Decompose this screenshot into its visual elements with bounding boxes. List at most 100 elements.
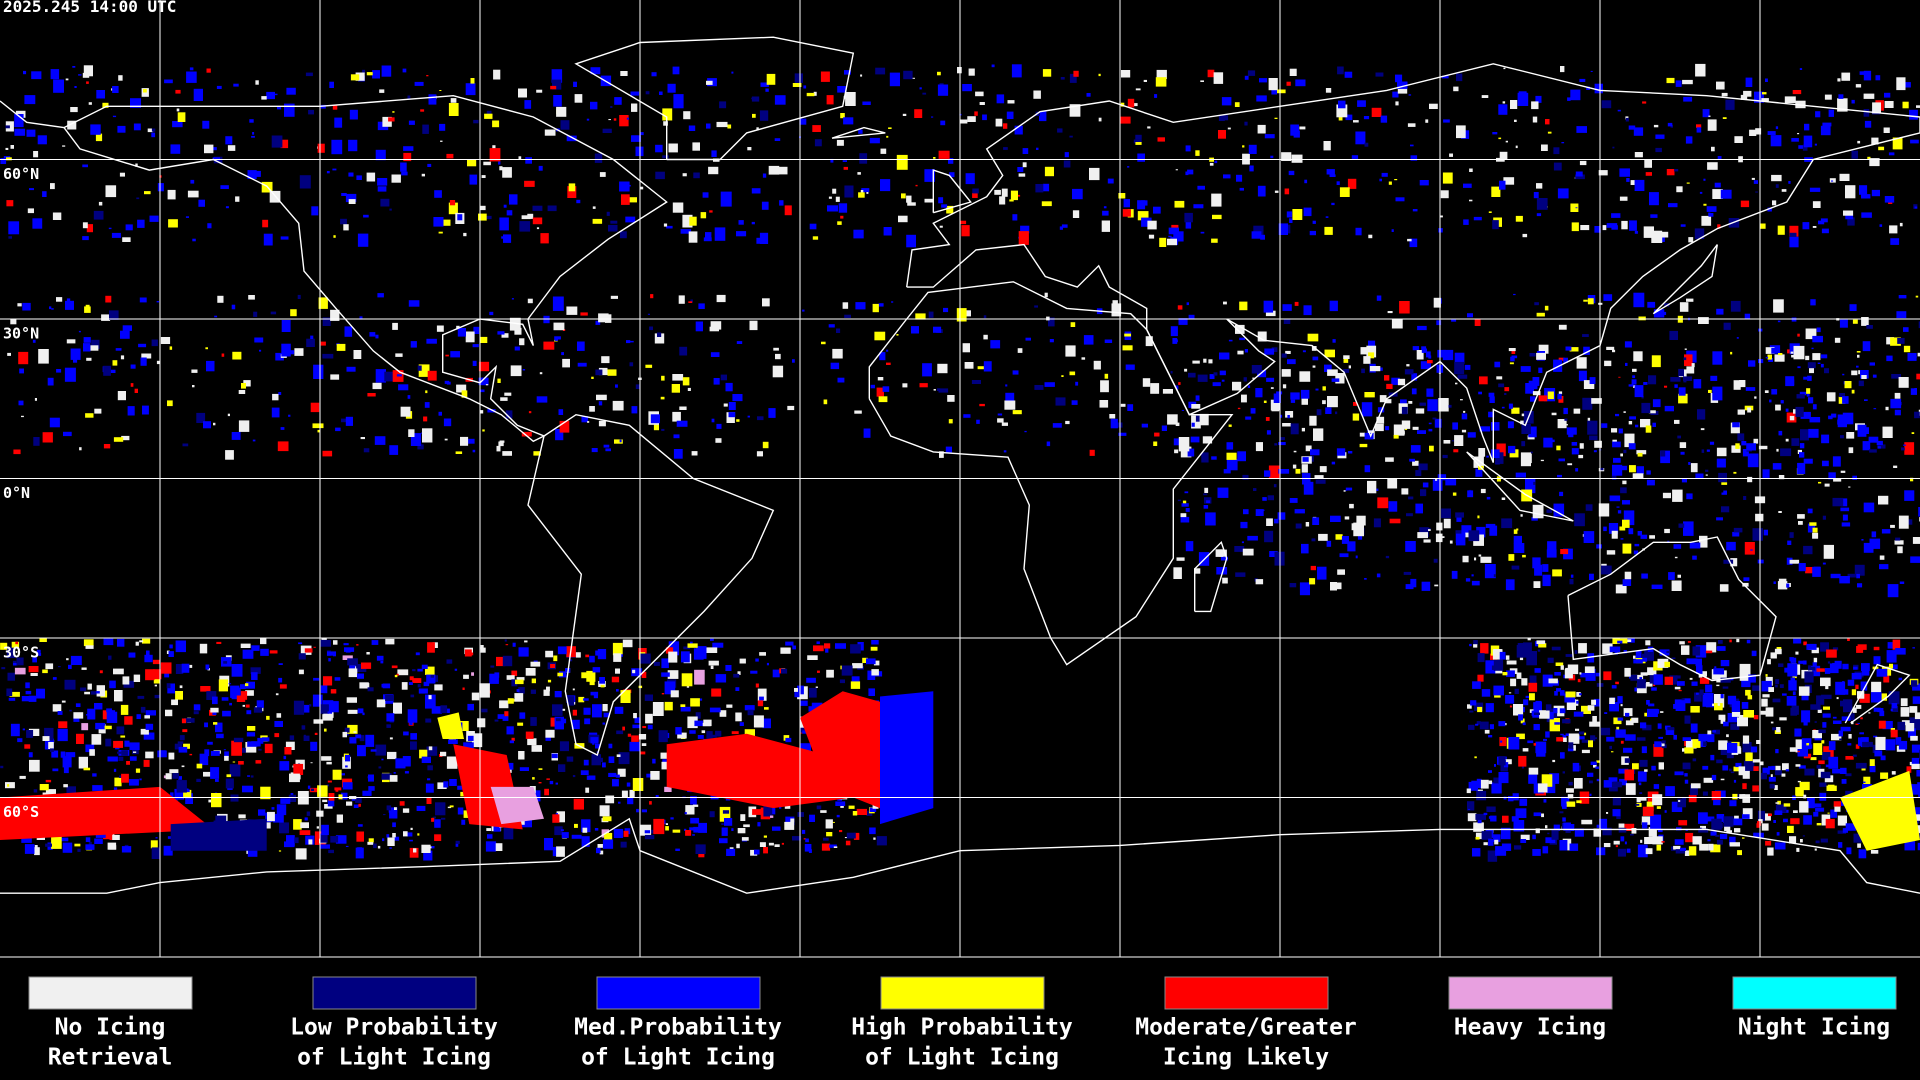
icing-patch <box>1912 683 1920 691</box>
icing-patch <box>1491 782 1502 794</box>
icing-patch <box>1490 449 1500 458</box>
icing-patch <box>1392 91 1399 98</box>
icing-patch <box>381 683 386 688</box>
icing-patch <box>1686 182 1690 184</box>
icing-patch <box>1619 778 1627 786</box>
icing-patch <box>584 718 591 725</box>
icing-patch <box>1241 394 1247 403</box>
icing-patch <box>1857 354 1860 358</box>
icing-patch <box>1185 145 1191 152</box>
icing-patch <box>1741 702 1749 709</box>
icing-patch <box>1012 214 1018 221</box>
icing-patch <box>1629 220 1637 231</box>
icing-patch <box>65 78 69 81</box>
icing-patch <box>545 736 551 741</box>
icing-patch <box>122 676 130 685</box>
icing-patch <box>139 297 147 303</box>
icing-patch <box>1478 554 1482 557</box>
icing-patch <box>1708 843 1714 851</box>
icing-patch <box>276 713 282 718</box>
icing-patch <box>644 694 653 701</box>
icing-patch <box>311 206 319 216</box>
icing-patch <box>1098 73 1101 77</box>
icing-patch <box>589 655 595 663</box>
icing-patch <box>335 427 341 432</box>
icing-patch <box>1706 449 1710 452</box>
icing-patch <box>1660 450 1666 457</box>
icing-patch <box>1842 663 1849 670</box>
icing-patch <box>1747 476 1753 483</box>
icing-patch <box>1057 128 1063 133</box>
icing-patch <box>1408 94 1412 96</box>
icing-patch <box>1530 451 1533 454</box>
icing-patch <box>1501 497 1506 500</box>
icing-patch <box>1632 368 1637 372</box>
icing-patch <box>1543 799 1547 803</box>
icing-patch <box>1573 699 1579 706</box>
icing-patch <box>1820 642 1829 652</box>
icing-patch <box>1515 215 1523 222</box>
icing-patch <box>1255 388 1263 398</box>
icing-patch <box>22 302 31 311</box>
icing-patch <box>1646 682 1653 687</box>
icing-patch <box>1846 847 1852 855</box>
icing-patch <box>95 133 103 142</box>
icing-patch <box>809 687 817 698</box>
icing-patch <box>1716 839 1723 845</box>
icing-patch <box>604 832 613 843</box>
icing-patch <box>1894 540 1904 545</box>
icing-patch <box>543 689 550 696</box>
icing-patch <box>580 770 589 775</box>
icing-patch <box>1644 837 1653 845</box>
icing-patch <box>1689 677 1693 680</box>
icing-patch <box>1628 125 1636 130</box>
icing-patch <box>348 139 358 152</box>
icing-patch <box>1018 194 1021 197</box>
icing-patch <box>573 798 584 810</box>
icing-patch <box>602 762 606 768</box>
icing-patch <box>841 665 853 676</box>
icing-patch <box>1626 639 1632 642</box>
icing-patch <box>962 343 970 353</box>
icing-patch <box>1901 82 1911 88</box>
icing-patch <box>1001 422 1008 426</box>
icing-patch <box>1784 96 1796 103</box>
icing-patch <box>1503 762 1509 768</box>
icing-patch <box>186 71 197 83</box>
icing-patch <box>298 669 304 675</box>
icing-patch <box>1212 214 1222 220</box>
icing-patch <box>1481 831 1492 840</box>
icing-patch <box>1869 362 1875 366</box>
icing-patch <box>682 173 687 177</box>
icing-patch <box>1761 698 1768 707</box>
icing-patch <box>36 836 45 840</box>
icing-patch <box>1860 717 1863 720</box>
icing-patch <box>1239 337 1245 341</box>
icing-patch <box>1770 774 1773 777</box>
icing-patch <box>141 353 152 359</box>
icing-patch <box>1785 769 1790 772</box>
icing-patch <box>747 709 754 716</box>
icing-patch <box>1854 564 1865 576</box>
icing-patch <box>1494 361 1501 368</box>
icing-patch <box>716 423 722 429</box>
icing-patch <box>1489 396 1495 403</box>
icing-patch <box>1910 388 1917 395</box>
icing-patch <box>1640 534 1648 539</box>
icing-patch <box>1203 493 1208 496</box>
icing-patch <box>872 803 879 809</box>
icing-patch <box>345 845 349 847</box>
icing-patch <box>575 652 581 658</box>
icing-patch <box>247 741 258 747</box>
icing-patch <box>1803 720 1808 726</box>
icing-patch <box>597 844 604 848</box>
icing-patch <box>341 193 347 196</box>
icing-patch <box>1871 531 1877 538</box>
icing-patch <box>673 434 680 439</box>
icing-patch <box>1631 717 1639 723</box>
legend-swatch <box>28 976 193 1010</box>
icing-patch <box>1711 146 1715 152</box>
icing-patch <box>1712 822 1723 829</box>
icing-patch <box>1604 712 1608 714</box>
icing-patch <box>481 708 488 713</box>
